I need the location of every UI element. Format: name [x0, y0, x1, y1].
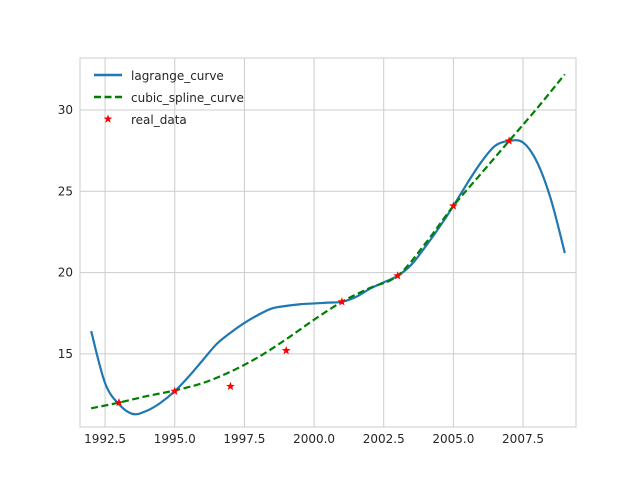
x-axis-ticks: 1992.5 1995.0 1997.5 2000.0 2002.5 2005.0 2007… [84, 432, 544, 446]
legend: lagrange_curve cubic_spline_curve real_d… [94, 69, 244, 127]
series-line-cubic-spline-curve [90, 73, 566, 410]
y-tick-label: 15 [58, 347, 73, 361]
y-axis-ticks: 15 20 25 30 [58, 103, 73, 361]
x-tick-label: 2000.0 [293, 432, 335, 446]
data-point-star [226, 381, 235, 391]
legend-entry-lagrange: lagrange_curve [94, 69, 224, 83]
plot-frame [79, 57, 577, 428]
legend-label-cubic-spline: cubic_spline_curve [131, 91, 244, 105]
grid [80, 58, 576, 427]
data-point-star [393, 271, 403, 280]
legend-star-icon [103, 114, 113, 123]
legend-entry-cubic-spline: cubic_spline_curve [94, 91, 244, 105]
y-tick-label: 20 [58, 266, 73, 280]
x-tick-label: 1995.0 [154, 432, 196, 446]
data-point-star [281, 346, 291, 355]
plot-background [80, 58, 576, 427]
data-point-star [337, 297, 347, 306]
scatter-layer [114, 136, 514, 407]
data-point-star [449, 201, 458, 210]
x-tick-label: 2002.5 [363, 432, 405, 446]
x-tick-label: 1992.5 [84, 432, 126, 446]
x-tick-label: 2007.5 [502, 432, 544, 446]
legend-label-lagrange: lagrange_curve [131, 69, 224, 83]
y-tick-label: 30 [58, 103, 73, 117]
series-layer [90, 73, 566, 416]
y-tick-label: 25 [58, 184, 73, 198]
legend-entry-real-data: real_data [103, 113, 187, 127]
data-point-star [170, 386, 180, 395]
legend-label-real-data: real_data [131, 113, 187, 127]
series-line-lagrange-curve [90, 139, 566, 416]
data-point-star [504, 136, 514, 145]
legend-star-marker [103, 114, 113, 123]
data-point-star [114, 398, 124, 407]
plot-area [79, 57, 577, 428]
x-tick-label: 2005.0 [432, 432, 474, 446]
x-tick-label: 1997.5 [223, 432, 265, 446]
